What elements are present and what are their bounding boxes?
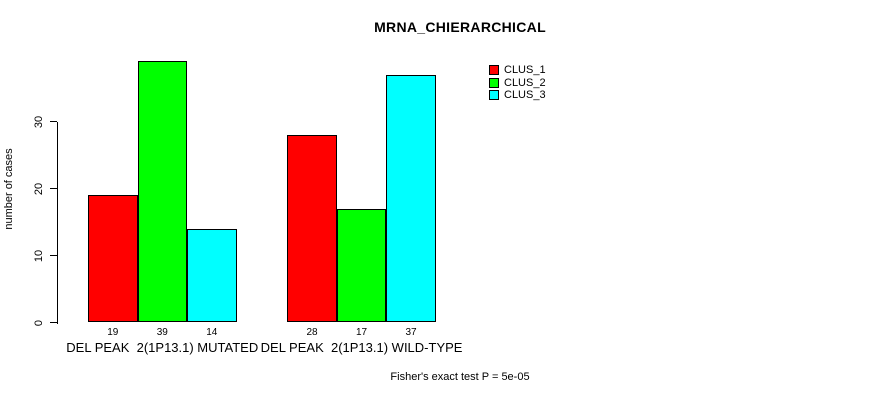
legend-label: CLUS_2 bbox=[504, 76, 546, 89]
legend-item: CLUS_2 bbox=[489, 77, 546, 90]
y-axis-tick bbox=[49, 255, 57, 256]
legend-item: CLUS_1 bbox=[489, 64, 546, 77]
legend-swatch-clus_3 bbox=[489, 90, 499, 101]
y-axis-tick-label: 10 bbox=[32, 249, 45, 262]
bar-clus_2-group2 bbox=[336, 208, 387, 323]
legend-label: CLUS_3 bbox=[504, 89, 546, 102]
legend: CLUS_1 CLUS_2 CLUS_3 bbox=[489, 64, 546, 102]
y-axis-tick-label: 30 bbox=[32, 115, 45, 128]
bar-value-label: 37 bbox=[405, 326, 417, 338]
bar-clus_3-group2 bbox=[386, 74, 436, 323]
bar-clus_1-group1 bbox=[88, 195, 138, 323]
legend-item: CLUS_3 bbox=[489, 89, 546, 102]
bar-value-label: 17 bbox=[355, 326, 368, 338]
bar-value-label: 28 bbox=[306, 326, 318, 338]
category-label: DEL PEAK 2(1P13.1) WILD-TYPE bbox=[260, 339, 463, 355]
y-axis-tick bbox=[49, 121, 57, 122]
bar-clus_1-group2 bbox=[287, 134, 337, 323]
chart-title: MRNA_CHIERARCHICAL bbox=[374, 19, 546, 35]
legend-swatch-clus_1 bbox=[489, 65, 499, 76]
bar-clus_3-group1 bbox=[187, 228, 237, 323]
y-axis-tick bbox=[49, 188, 57, 189]
y-axis-tick bbox=[49, 322, 57, 323]
bar-value-label: 14 bbox=[206, 326, 218, 338]
bar-value-label: 39 bbox=[156, 326, 168, 338]
bar-clus_2-group1 bbox=[137, 61, 187, 323]
bar-value-label: 19 bbox=[107, 326, 119, 338]
y-axis-tick-label: 20 bbox=[32, 182, 45, 195]
y-axis-tick-label: 0 bbox=[32, 319, 45, 326]
y-axis-line bbox=[56, 121, 58, 324]
legend-label: CLUS_1 bbox=[504, 64, 546, 77]
legend-swatch-clus_2 bbox=[489, 77, 499, 88]
statistics-annotation: Fisher's exact test P = 5e-05 bbox=[390, 371, 530, 383]
category-label: DEL PEAK 2(1P13.1) MUTATED bbox=[66, 339, 259, 355]
